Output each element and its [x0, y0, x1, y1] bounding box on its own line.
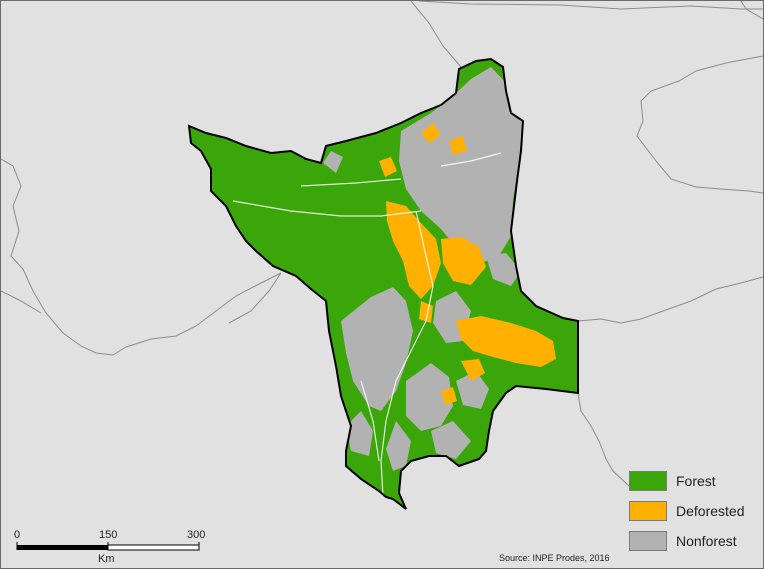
scale-bar-white-segment — [107, 544, 200, 551]
scale-label-150: 150 — [99, 529, 118, 541]
scale-bar — [16, 542, 200, 551]
scale-label-0: 0 — [14, 529, 21, 541]
legend-swatch-deforested — [629, 501, 667, 521]
legend-item-deforested: Deforested — [629, 501, 744, 521]
legend-label-nonforest: Nonforest — [676, 533, 737, 549]
scale-unit-label: Km — [98, 553, 115, 565]
nonforest-areas — [323, 67, 523, 471]
legend-item-nonforest: Nonforest — [629, 531, 737, 551]
state-land-cover — [187, 57, 579, 510]
neighbor-boundaries — [1, 1, 763, 487]
rivers — [232, 152, 502, 497]
scale-bar-black-segment — [17, 545, 108, 550]
forest-area — [189, 59, 578, 509]
state-border — [187, 57, 579, 510]
deforested-areas — [379, 123, 556, 405]
legend-label-forest: Forest — [676, 473, 716, 489]
legend-label-deforested: Deforested — [676, 503, 745, 519]
source-credit: Source: INPE Prodes, 2016 — [499, 553, 610, 563]
legend-swatch-nonforest — [629, 531, 667, 551]
legend-item-forest: Forest — [629, 471, 716, 491]
legend-swatch-forest — [629, 471, 667, 491]
scale-label-300: 300 — [187, 529, 206, 541]
